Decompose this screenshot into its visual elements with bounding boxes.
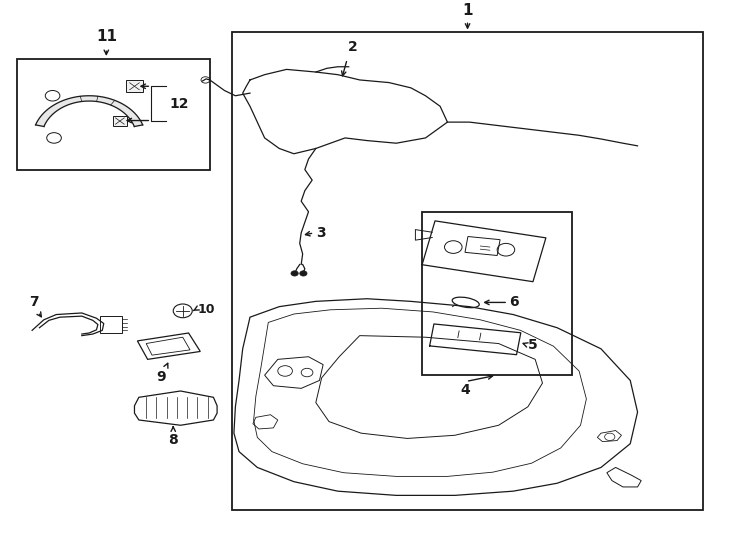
Text: 6: 6 [509,295,519,309]
Polygon shape [112,100,118,106]
Bar [112,116,127,126]
Polygon shape [131,119,141,123]
Polygon shape [129,115,138,120]
Polygon shape [56,103,62,109]
Polygon shape [40,115,49,120]
Polygon shape [65,99,71,104]
Text: 7: 7 [29,295,39,309]
Text: 4: 4 [461,383,470,397]
Polygon shape [53,104,61,110]
Polygon shape [98,97,102,102]
Polygon shape [123,109,131,113]
Polygon shape [82,96,85,102]
Polygon shape [133,121,142,125]
Polygon shape [134,123,142,126]
Polygon shape [131,117,139,122]
Polygon shape [60,100,67,106]
Text: 3: 3 [316,226,325,240]
Polygon shape [45,110,54,115]
Polygon shape [79,96,83,102]
Text: 12: 12 [170,97,189,111]
Polygon shape [70,97,76,103]
Text: 1: 1 [462,3,473,18]
Polygon shape [117,104,125,110]
Polygon shape [115,103,123,109]
Text: 11: 11 [96,29,117,44]
Bar [100,316,122,333]
Polygon shape [90,96,93,101]
Bar [18,59,210,170]
Polygon shape [49,107,57,112]
Polygon shape [68,98,73,104]
Text: 10: 10 [197,303,215,316]
Polygon shape [102,97,108,103]
Polygon shape [114,102,120,107]
Polygon shape [120,105,127,111]
Polygon shape [43,112,52,117]
Polygon shape [95,96,99,102]
Polygon shape [109,100,115,105]
Text: 2: 2 [347,39,357,53]
Polygon shape [126,112,135,117]
Circle shape [299,271,307,276]
Polygon shape [100,97,105,103]
Polygon shape [47,109,55,113]
Polygon shape [42,113,51,118]
Polygon shape [85,96,88,101]
Polygon shape [63,100,69,105]
Polygon shape [76,97,81,102]
Polygon shape [128,113,137,118]
Polygon shape [92,96,96,102]
Polygon shape [107,99,113,104]
Polygon shape [58,102,65,107]
Polygon shape [39,117,48,122]
Polygon shape [73,97,79,103]
Text: 9: 9 [156,370,166,384]
Polygon shape [51,105,59,111]
Polygon shape [37,121,46,125]
Circle shape [291,271,298,276]
Bar [422,212,572,375]
Text: 8: 8 [168,433,178,447]
Polygon shape [35,123,45,126]
Polygon shape [125,110,133,115]
Bar [126,80,142,92]
Bar [232,32,703,510]
Polygon shape [105,98,110,104]
Text: 5: 5 [528,338,537,352]
Polygon shape [37,119,47,123]
Polygon shape [87,96,90,101]
Polygon shape [121,107,129,112]
